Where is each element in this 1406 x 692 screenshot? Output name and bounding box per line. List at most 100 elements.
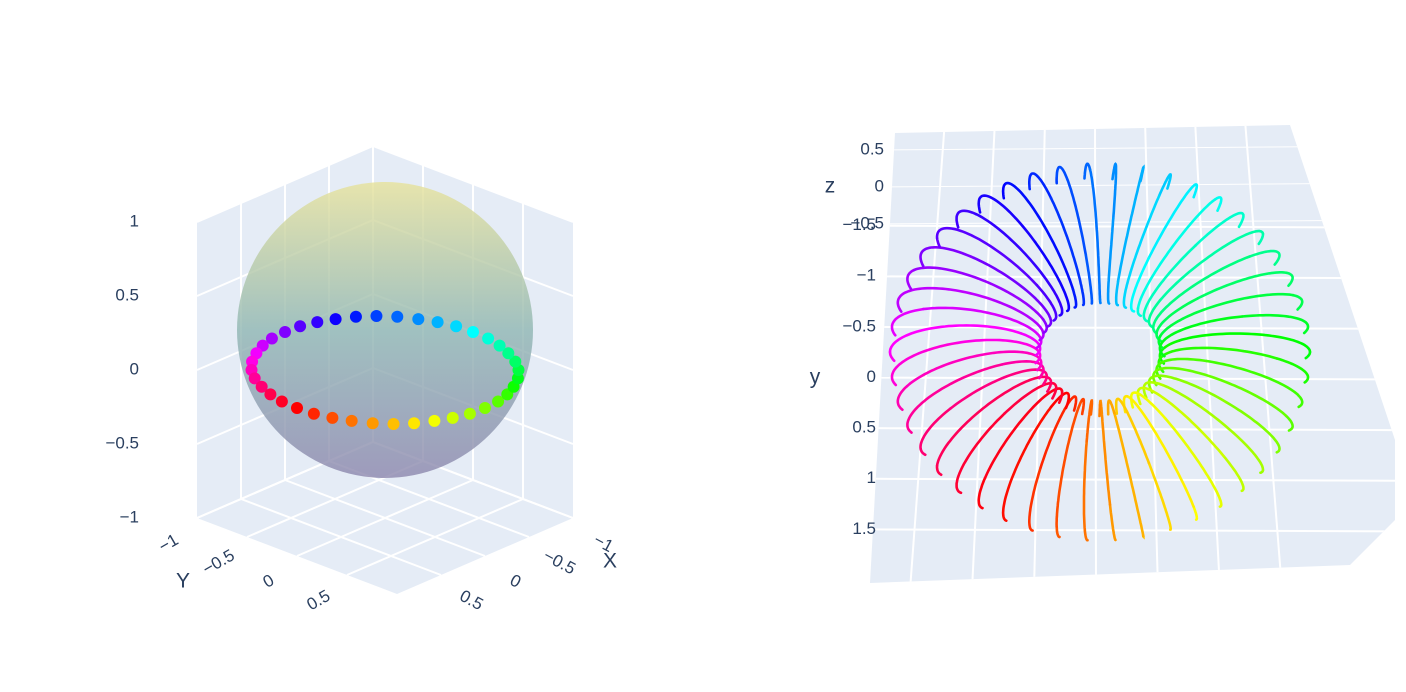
torus-segment: [1136, 394, 1142, 406]
torus-segment: [1147, 461, 1172, 531]
torus-segment: [1098, 399, 1112, 506]
torus-segment: [1155, 366, 1288, 417]
torus-segment: [1284, 414, 1294, 432]
torus-segment: [1177, 332, 1312, 354]
torus-segment: [888, 324, 1023, 354]
torus-segment: [1057, 389, 1064, 404]
point: [446, 411, 459, 424]
torus-segment: [1125, 395, 1195, 509]
torus-segment: [1108, 503, 1117, 542]
torus-segment: [1001, 405, 1053, 522]
torus-segment: [1163, 416, 1223, 508]
y-axis-title: Y: [176, 570, 190, 593]
grid-line: [296, 479, 474, 557]
torus-segment: [1240, 313, 1310, 335]
grid-line: [346, 498, 524, 576]
point: [307, 407, 320, 420]
torus-segment: [1111, 162, 1118, 220]
torus-segment: [977, 194, 1037, 244]
torus-segment: [912, 266, 1045, 321]
torus-segment: [1158, 315, 1244, 358]
torus-segment: [1001, 182, 1008, 200]
y-tick-label: 1: [867, 468, 876, 487]
torus-segment: [1058, 311, 1064, 317]
z-axis-title: z: [825, 175, 836, 198]
point: [275, 395, 288, 408]
torus-segment: [1116, 164, 1145, 283]
z-tick-label: 1: [130, 211, 139, 230]
y-tick-label: −1.5: [842, 215, 876, 234]
torus-segment: [977, 476, 987, 510]
torus-segment: [956, 338, 1042, 365]
y-tick-label: 0: [260, 571, 278, 592]
point: [509, 355, 522, 368]
torus-segment: [921, 306, 1043, 347]
torus-segment: [935, 226, 1039, 287]
torus-segment: [1192, 505, 1199, 521]
point: [502, 347, 515, 360]
torus-segment: [1136, 198, 1217, 310]
torus-segment: [1304, 350, 1312, 360]
torus-segment: [1222, 455, 1245, 493]
z-tick-label: 0.5: [860, 139, 884, 158]
box-edge: [1144, 125, 1159, 583]
torus-segment: [1225, 400, 1281, 454]
grid-line: [196, 145, 374, 223]
torus-segment: [905, 350, 1041, 388]
torus-segment: [1035, 344, 1041, 350]
torus-segment: [1055, 525, 1061, 539]
torus-segment: [1028, 172, 1053, 200]
point: [408, 417, 421, 430]
torus-segment: [1112, 411, 1145, 538]
torus-segment: [1114, 397, 1151, 465]
torus-segment: [1035, 284, 1058, 322]
torus-segment: [1028, 466, 1042, 532]
torus-segment: [1248, 249, 1281, 266]
torus-segment: [919, 407, 952, 457]
right-scene: −1.5 −1 −0.5 0 0.5 1 1.5 0.5 0 −0.5 z y: [810, 125, 1395, 583]
torus-segment: [1055, 165, 1088, 257]
torus-segment: [1049, 196, 1086, 307]
torus-segment: [1083, 162, 1092, 180]
torus-segment: [906, 363, 1004, 434]
torus-segment: [1098, 297, 1102, 305]
torus-segment: [949, 368, 1048, 410]
grid-line: [879, 219, 1395, 225]
point: [264, 388, 277, 401]
torus-segment: [1147, 183, 1199, 260]
torus-segment: [955, 412, 1006, 495]
torus-segment: [1213, 196, 1223, 212]
box-wall: [870, 125, 1395, 583]
y-tick-label: −0.5: [199, 546, 238, 579]
point: [366, 417, 379, 430]
point: [294, 320, 307, 333]
torus-segment: [1071, 288, 1078, 309]
y-tick-label: 1.5: [852, 519, 876, 538]
y-tick-label: 0.5: [304, 586, 334, 614]
torus-segment: [1085, 399, 1094, 443]
point: [463, 407, 476, 420]
torus-segment: [1088, 168, 1102, 301]
torus-segment: [1205, 359, 1304, 409]
torus-segment: [935, 464, 943, 476]
torus-segment: [906, 268, 916, 291]
y-axis-title: y: [810, 366, 821, 389]
sphere-surface: [237, 182, 533, 478]
torus-segment: [1098, 403, 1102, 418]
point: [493, 339, 506, 352]
torus-segment: [974, 212, 1064, 315]
point: [467, 326, 479, 338]
z-tick-label: −0.5: [105, 433, 139, 452]
torus-segment: [1082, 439, 1089, 542]
z-tick-label: 0: [875, 176, 884, 195]
torus-segment: [1122, 194, 1161, 309]
x-tick-label: 0: [507, 570, 524, 591]
torus-segment: [1157, 346, 1279, 370]
torus-segment: [1042, 318, 1048, 335]
torus-segment: [1049, 391, 1071, 410]
x-tick-label: 0.5: [457, 586, 487, 614]
point: [279, 326, 291, 338]
torus-segment: [1003, 381, 1058, 415]
